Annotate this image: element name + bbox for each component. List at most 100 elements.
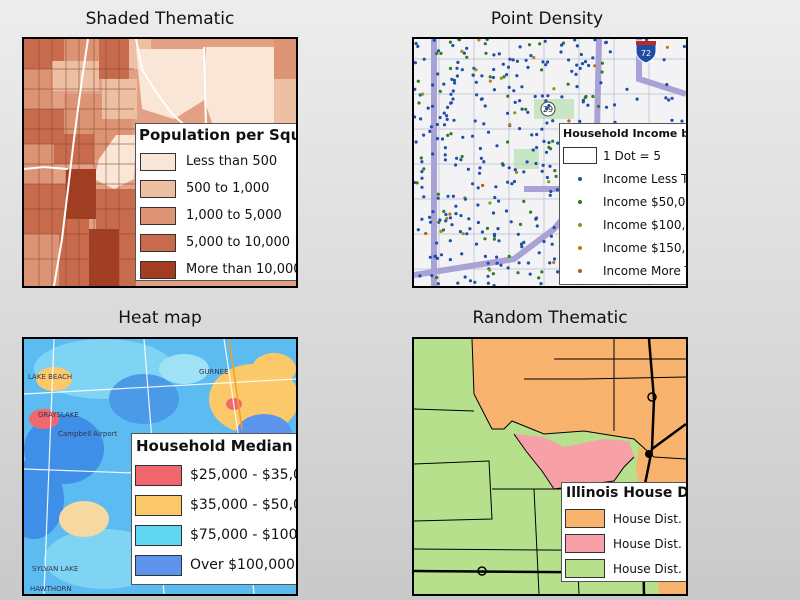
legend-label: Over $100,000 (190, 557, 295, 573)
income-dot (433, 255, 437, 259)
income-dot (541, 163, 545, 167)
income-dot (478, 146, 482, 151)
income-dot (644, 39, 649, 42)
legend-label: Less than 500 (186, 154, 278, 169)
income-dot (449, 101, 453, 105)
income-dot (670, 96, 674, 100)
income-dot (501, 62, 505, 66)
income-dot (546, 60, 550, 64)
shaded-thematic-title: Shaded Thematic (85, 9, 235, 29)
legend-label: $35,000 - $50,000 (190, 497, 296, 513)
income-dot (543, 39, 547, 43)
income-dot (450, 77, 454, 81)
place-label: LAKE BEACH (28, 373, 72, 381)
income-dot (539, 282, 543, 286)
income-dot (477, 171, 482, 175)
income-dot (440, 137, 445, 141)
income-dot (560, 95, 564, 99)
income-dot (664, 96, 668, 100)
random-thematic-legend: Illinois House District House Dist. 87 H… (561, 482, 686, 582)
income-dot (591, 94, 595, 99)
income-dot (492, 284, 496, 286)
income-dot (445, 114, 449, 118)
income-dot (515, 74, 519, 78)
income-dot (550, 242, 554, 246)
legend-swatch (565, 509, 605, 528)
legend-label: More than 10,000 (186, 262, 298, 277)
income-dot (439, 253, 444, 257)
legend-label: Income $100,000 to $150,000 (603, 217, 686, 232)
income-dot (584, 94, 588, 99)
income-dot (483, 254, 487, 258)
income-dot (538, 42, 542, 46)
income-dot (531, 148, 535, 152)
income-dot (551, 139, 555, 143)
legend-dot (578, 199, 582, 204)
income-dot (488, 75, 492, 79)
legend-label: 1,000 to 5,000 (186, 208, 282, 223)
income-dot (455, 156, 459, 160)
income-dot (478, 166, 482, 170)
income-dot (479, 156, 483, 160)
income-dot (453, 81, 457, 85)
income-dot (529, 54, 533, 58)
heat-map[interactable]: LAKE BEACH GRAYSLAKE Campbell Airport GU… (22, 337, 298, 596)
place-label: GRAYSLAKE (38, 411, 79, 419)
income-dot (467, 217, 471, 221)
income-dot (419, 117, 423, 121)
income-dot (579, 52, 583, 57)
income-dot (548, 261, 552, 265)
income-dot (517, 261, 521, 265)
income-dot (414, 41, 418, 46)
income-dot (428, 215, 432, 219)
income-dot (438, 218, 442, 222)
income-dot (439, 51, 443, 55)
income-dot (435, 276, 439, 280)
income-dot (495, 261, 499, 265)
income-dot (506, 111, 510, 115)
income-dot (436, 192, 440, 196)
income-dot (542, 239, 546, 244)
legend-swatch (135, 464, 182, 486)
legend-item: Income $100,000 to $150,000 (560, 213, 686, 236)
income-dot (547, 180, 551, 184)
income-dot (429, 125, 433, 129)
income-dot (578, 119, 582, 123)
legend-dot-scale: 1 Dot = 5 (560, 144, 686, 167)
income-dot (422, 167, 426, 171)
legend-swatch (565, 534, 605, 553)
legend-item: House Dist. 96 (562, 531, 686, 556)
legend-label: House Dist. 87 (613, 511, 686, 526)
income-dot (473, 119, 477, 123)
income-dot (485, 39, 489, 41)
income-dot (511, 58, 515, 62)
legend-dot (578, 176, 582, 181)
random-thematic-map[interactable]: Illinois House District House Dist. 87 H… (412, 337, 688, 596)
income-dot (518, 222, 523, 226)
income-dot (432, 39, 436, 42)
income-dot (580, 62, 585, 66)
income-dot (492, 53, 496, 57)
income-dot (528, 272, 532, 276)
income-dot (532, 56, 536, 60)
income-dot (494, 185, 498, 189)
income-dot (417, 101, 421, 105)
point-density-map[interactable]: 29 72 Household Income by Block Group 1 … (412, 37, 688, 288)
income-dot (449, 92, 453, 96)
income-dot (480, 97, 484, 101)
income-dot (535, 224, 539, 228)
income-dot (450, 223, 454, 227)
income-dot (506, 94, 510, 98)
place-label: Campbell Airport (58, 430, 118, 438)
income-dot (463, 275, 467, 279)
income-dot (502, 75, 506, 79)
income-dot (491, 272, 495, 276)
income-dot (600, 61, 604, 65)
district-polygons (414, 339, 686, 594)
legend-swatch (140, 179, 176, 198)
interstate-shield: 72 (635, 40, 657, 64)
income-dot (474, 68, 478, 72)
income-dot (495, 144, 499, 148)
income-dot (586, 103, 590, 107)
shaded-thematic-map[interactable]: Population per Square Mile Less than 500… (22, 37, 298, 288)
